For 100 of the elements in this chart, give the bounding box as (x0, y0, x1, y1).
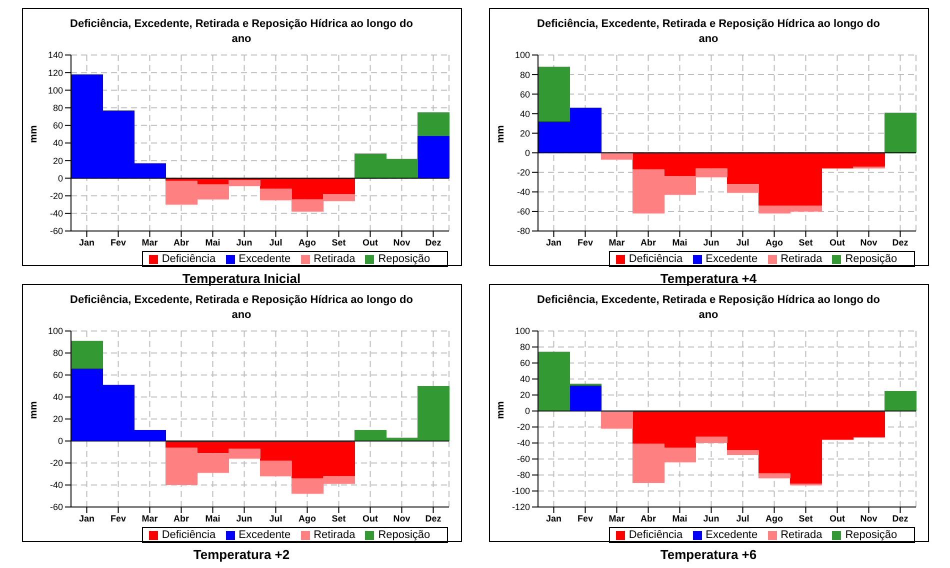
x-tick-label: Dez (892, 237, 908, 248)
bar (884, 391, 916, 411)
y-tick-label: 40 (52, 392, 62, 402)
legend-label: Deficiência (162, 253, 216, 265)
bar (538, 66, 570, 122)
bar (417, 136, 449, 178)
bar (600, 411, 632, 429)
legend-label: Retirada (780, 253, 822, 265)
chart-title: Deficiência, Excedente, Retirada e Reposição Hídrica ao longo do ano (536, 293, 881, 323)
x-tick-label: Fev (576, 237, 593, 248)
y-tick-label: -40 (49, 480, 62, 490)
chart-title: Deficiência, Excedente, Retirada e Reposição Hídrica ao longo do ano (69, 293, 414, 323)
x-tick-label: Out (829, 237, 844, 248)
text: Temperatura +6 (660, 547, 757, 562)
legend-label: Excedente (706, 529, 758, 541)
x-tick-label: Nov (860, 513, 877, 524)
x-tick-label: Set (331, 513, 346, 524)
chart-title: Deficiência, Excedente, Retirada e Reposição Hídrica ao longo do ano (69, 17, 414, 47)
y-tick-label: 100 (514, 326, 530, 336)
x-tick-label: Fev (576, 513, 593, 524)
x-tick-label: Set (798, 513, 812, 524)
legend-label: Deficiência (628, 253, 683, 265)
legend-label: Reposição (845, 529, 898, 541)
y-tick-label: 40 (519, 374, 530, 384)
x-tick-label: Jun (236, 237, 252, 248)
x-tick-label: Jul (736, 237, 749, 248)
y-tick-label: 100 (47, 85, 62, 96)
legend-label: Retirada (314, 253, 356, 265)
x-tick-label: Abr (173, 237, 189, 248)
x-tick-label: Out (829, 513, 844, 524)
legend-label: Reposição (845, 253, 898, 265)
y-tick-label: 40 (52, 138, 62, 148)
text: Temperatura +4 (660, 271, 757, 286)
legend-label: Excedente (238, 253, 291, 265)
bar (569, 385, 601, 411)
x-tick-label: Jan (78, 513, 94, 524)
legend-label: Deficiência (628, 529, 683, 541)
legend-label: Deficiência (162, 529, 216, 541)
y-tick-label: -20 (49, 190, 62, 201)
bar (70, 340, 102, 368)
legend-label: Excedente (706, 253, 758, 265)
y-tick-label: 20 (519, 128, 530, 138)
x-tick-label: Set (331, 237, 346, 248)
bar (758, 473, 790, 478)
y-tick-label: -40 (49, 208, 62, 219)
y-tick-label: 20 (519, 390, 530, 400)
x-tick-label: Dez (424, 513, 442, 524)
x-tick-label: Dez (892, 513, 908, 524)
y-tick-label: -20 (49, 458, 62, 468)
x-tick-label: Jan (545, 513, 562, 524)
y-tick-label: -20 (516, 168, 530, 178)
y-tick-label: 0 (524, 148, 530, 158)
y-tick-label: 80 (52, 348, 62, 358)
y-tick-label: 100 (514, 50, 530, 60)
bar (417, 112, 449, 136)
x-tick-label: Out (362, 237, 378, 248)
bar (260, 460, 292, 476)
y-tick-label: 40 (519, 108, 530, 119)
x-tick-label: Jun (236, 513, 252, 524)
x-tick-label: Abr (173, 513, 189, 524)
y-tick-label: -60 (49, 226, 62, 236)
y-tick-label: 60 (519, 89, 530, 100)
y-axis-title: mm (495, 401, 506, 419)
x-tick-label: Mai (672, 513, 687, 524)
y-tick-label: 80 (52, 102, 62, 113)
y-tick-label: 80 (519, 70, 530, 80)
y-tick-label: 0 (57, 436, 62, 446)
x-tick-label: Fev (110, 513, 126, 524)
x-tick-label: Ago (765, 513, 783, 524)
y-tick-label: 0 (57, 173, 62, 184)
bar (726, 184, 758, 193)
y-tick-label: 60 (519, 358, 530, 368)
y-tick-label: 60 (52, 370, 62, 380)
x-tick-label: Jul (268, 513, 282, 524)
y-axis-title: mm (495, 125, 506, 143)
text: Temperatura +2 (193, 547, 290, 562)
x-tick-label: Out (362, 513, 378, 524)
y-tick-label: -100 (511, 486, 530, 496)
y-tick-label: -40 (516, 187, 530, 198)
x-tick-label: Mar (141, 237, 158, 248)
y-axis-title: mm (28, 401, 40, 419)
y-tick-label: 20 (52, 156, 62, 166)
x-tick-label: Mai (204, 513, 220, 524)
x-tick-label: Jun (702, 513, 719, 524)
y-axis-title: mm (28, 125, 40, 143)
legend-label: Reposição (378, 529, 430, 541)
y-tick-label: 80 (519, 342, 530, 352)
y-tick-label: -60 (49, 502, 62, 512)
y-tick-label: -20 (516, 422, 530, 432)
x-tick-label: Ago (298, 513, 316, 524)
y-tick-label: 100 (47, 326, 62, 336)
x-tick-label: Abr (640, 513, 656, 524)
x-tick-label: Fev (110, 237, 126, 248)
chart-title: Deficiência, Excedente, Retirada e Reposição Hídrica ao longo do ano (536, 17, 881, 47)
y-tick-label: 20 (52, 414, 62, 424)
x-tick-label: Mai (672, 237, 687, 248)
bar (884, 112, 916, 153)
x-tick-label: Jul (268, 237, 282, 248)
x-tick-label: Set (798, 237, 812, 248)
x-tick-label: Ago (298, 237, 316, 248)
